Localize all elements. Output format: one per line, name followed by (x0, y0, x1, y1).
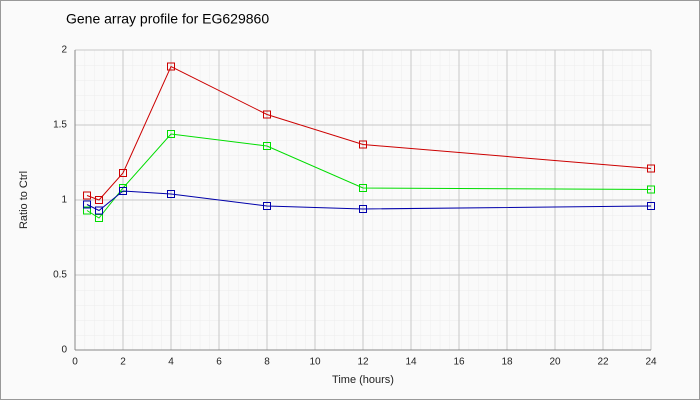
x-tick-label: 6 (216, 357, 222, 368)
x-tick-label: 2 (120, 357, 126, 368)
point (167, 190, 175, 198)
y-tick-label: 1.5 (53, 120, 67, 131)
point (83, 191, 91, 200)
x-tick-label: 22 (597, 357, 609, 368)
x-axis-label: Time (hours) (332, 374, 394, 386)
series-line (86, 65, 652, 201)
point (647, 164, 655, 173)
y-tick-label: 0.5 (53, 270, 67, 281)
x-tick-label: 18 (501, 357, 513, 368)
y-tick-label: 0 (61, 345, 67, 356)
point (263, 110, 271, 119)
x-tick-label: 12 (357, 357, 369, 368)
point (119, 169, 127, 177)
chart-title: Gene array profile for EG629860 (66, 11, 269, 27)
x-tick-label: 8 (264, 357, 270, 368)
x-tick-label: 4 (168, 357, 174, 368)
point (95, 206, 103, 215)
point (359, 140, 367, 149)
x-tick-label: 0 (72, 357, 78, 368)
y-tick-label: 1 (61, 195, 67, 206)
y-tick-label: 2 (61, 45, 67, 56)
x-tick-label: 14 (405, 357, 417, 368)
point (359, 184, 367, 192)
point (119, 187, 127, 195)
point (83, 206, 91, 215)
point (263, 142, 271, 150)
point (647, 202, 655, 210)
x-tick-label: 20 (549, 357, 561, 368)
series-line (86, 190, 652, 212)
point (83, 200, 91, 209)
x-tick-label: 24 (645, 357, 657, 368)
point (95, 196, 103, 204)
x-tick-label: 16 (453, 357, 465, 368)
x-tick-label: 10 (309, 357, 321, 368)
point (647, 185, 655, 194)
point (167, 62, 175, 71)
point (167, 130, 175, 138)
point (263, 202, 271, 210)
y-axis-label: Ratio to Ctrl (18, 171, 30, 229)
series-line (86, 133, 652, 219)
point (359, 205, 367, 213)
